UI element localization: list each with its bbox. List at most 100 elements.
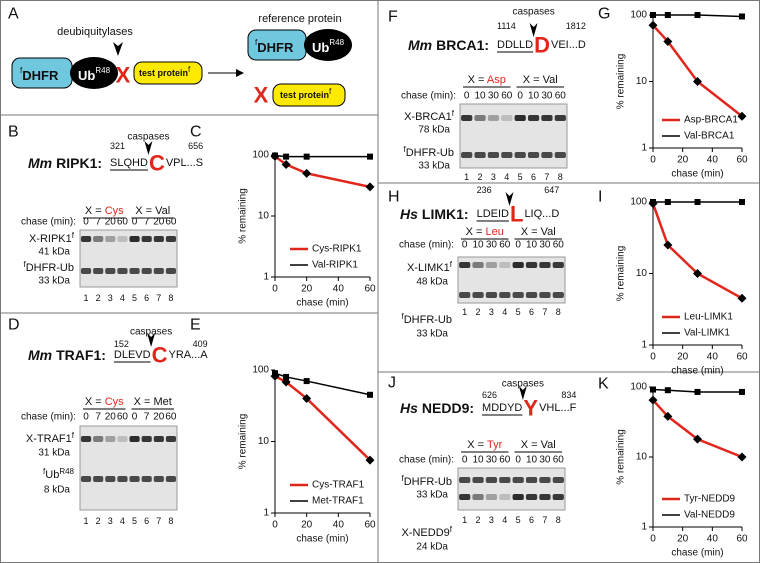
band-label: fDHFR-Ub	[403, 145, 454, 160]
data-point	[365, 182, 375, 192]
test-protein-box	[133, 61, 203, 85]
lane-number: 4	[504, 172, 509, 182]
data-point	[693, 269, 702, 278]
gel-band	[165, 268, 177, 274]
band-size: 33 kDa	[416, 490, 448, 501]
chase-value: 30	[539, 240, 551, 251]
superscript: f	[450, 525, 453, 534]
gel-band	[117, 268, 128, 274]
gel-band	[129, 476, 140, 482]
gel-band	[105, 476, 116, 482]
cleaved-residue: Y	[523, 396, 538, 421]
chase-value: 60	[165, 412, 177, 423]
data-point	[367, 391, 373, 398]
band-name: DHFR-Ub	[404, 314, 452, 326]
band-label: fDHFR-Ub	[401, 312, 452, 327]
x-axis-title: chase (min)	[671, 548, 723, 559]
band-name: X-RIPK1	[29, 233, 72, 245]
lane-number: 4	[120, 293, 125, 303]
panel-label: E	[190, 317, 201, 334]
group-residue: Asp	[487, 74, 506, 86]
superscript: f	[188, 65, 191, 74]
test-protein-label: test proteinf	[280, 87, 332, 101]
x-tick-label: 0	[650, 534, 656, 545]
gel-band	[141, 436, 152, 442]
gel-band	[541, 115, 553, 121]
ub-ellipse	[304, 29, 352, 61]
x-tick-label: 20	[677, 155, 689, 166]
y-tick-label: 10	[636, 268, 648, 279]
superscript: R48	[329, 38, 344, 47]
chase-value: 60	[499, 240, 511, 251]
x-axis-title: chase (min)	[296, 298, 348, 309]
gel-band	[129, 436, 140, 442]
lane-number: 3	[489, 515, 494, 525]
lane-number: 3	[108, 516, 113, 526]
gel-band	[80, 436, 92, 442]
band-name: DHFR-Ub	[26, 262, 74, 274]
group-prefix: X =	[85, 396, 105, 408]
x-tick-label: 0	[650, 352, 656, 363]
panel-label: B	[8, 124, 19, 141]
chase-value: 10	[526, 455, 538, 466]
gel-band	[141, 236, 152, 242]
data-point	[693, 434, 702, 444]
chase-value: 0	[83, 217, 89, 228]
test-protein-label: test proteinf	[139, 65, 191, 79]
group-prefix: X =	[466, 226, 486, 238]
gel-band	[459, 477, 471, 483]
chase-value: 10	[473, 240, 485, 251]
reference-label: reference protein	[258, 13, 341, 25]
group-residue: Val	[541, 439, 556, 451]
gel-band	[525, 477, 538, 483]
gel-band	[472, 292, 484, 298]
legend-label: Leu-LIMK1	[684, 312, 733, 323]
gel-band	[474, 152, 486, 158]
sequence-before: DLEVD	[114, 349, 151, 361]
data-point	[737, 111, 747, 121]
gel-band	[141, 476, 152, 482]
y-axis-title: % remaining	[616, 246, 627, 302]
chase-value: 7	[95, 412, 101, 423]
lane-number: 5	[516, 307, 521, 317]
band-size: 24 kDa	[416, 542, 448, 553]
band-name: DHFR-Ub	[406, 147, 454, 159]
gel-band	[541, 152, 553, 158]
gel-band	[165, 436, 177, 442]
start-number: 1114	[497, 21, 516, 31]
ub-text: Ub	[78, 68, 95, 83]
legend-label: Cys-TRAF1	[312, 480, 365, 491]
y-tick-label: 1	[263, 508, 269, 519]
legend-label: Val-LIMK1	[684, 328, 730, 339]
legend-label: Met-TRAF1	[312, 496, 364, 507]
x-tick-label: 40	[707, 352, 719, 363]
sequence-after: VEI...D	[551, 39, 586, 51]
superscript: f	[255, 38, 258, 47]
y-tick-label: 1	[641, 143, 647, 154]
end-number: 656	[188, 141, 203, 151]
data-point	[303, 378, 310, 385]
lane-number: 2	[96, 516, 101, 526]
start-number: 321	[110, 141, 125, 151]
chase-value: 0	[462, 240, 468, 251]
gel-band	[539, 494, 551, 500]
group-residue: Met	[154, 396, 172, 408]
chase-label: chase (min):	[399, 455, 454, 466]
group-prefix: X =	[85, 205, 105, 217]
lane-number: 7	[542, 307, 547, 317]
x-tick-label: 60	[364, 284, 376, 295]
gel-band	[459, 262, 471, 268]
x-tick-label: 20	[677, 352, 689, 363]
x-tick-label: 60	[736, 352, 748, 363]
end-number: 834	[561, 390, 576, 400]
lane-number: 4	[120, 516, 125, 526]
group-label: X = Val	[135, 205, 170, 217]
gel-band	[499, 477, 511, 483]
gel-band	[165, 476, 177, 482]
ub-label: UbR48	[312, 38, 345, 55]
species: Mm	[28, 347, 52, 363]
chase-value: 30	[486, 240, 498, 251]
superscript: f	[72, 231, 75, 240]
y-tick-label: 100	[630, 197, 647, 208]
